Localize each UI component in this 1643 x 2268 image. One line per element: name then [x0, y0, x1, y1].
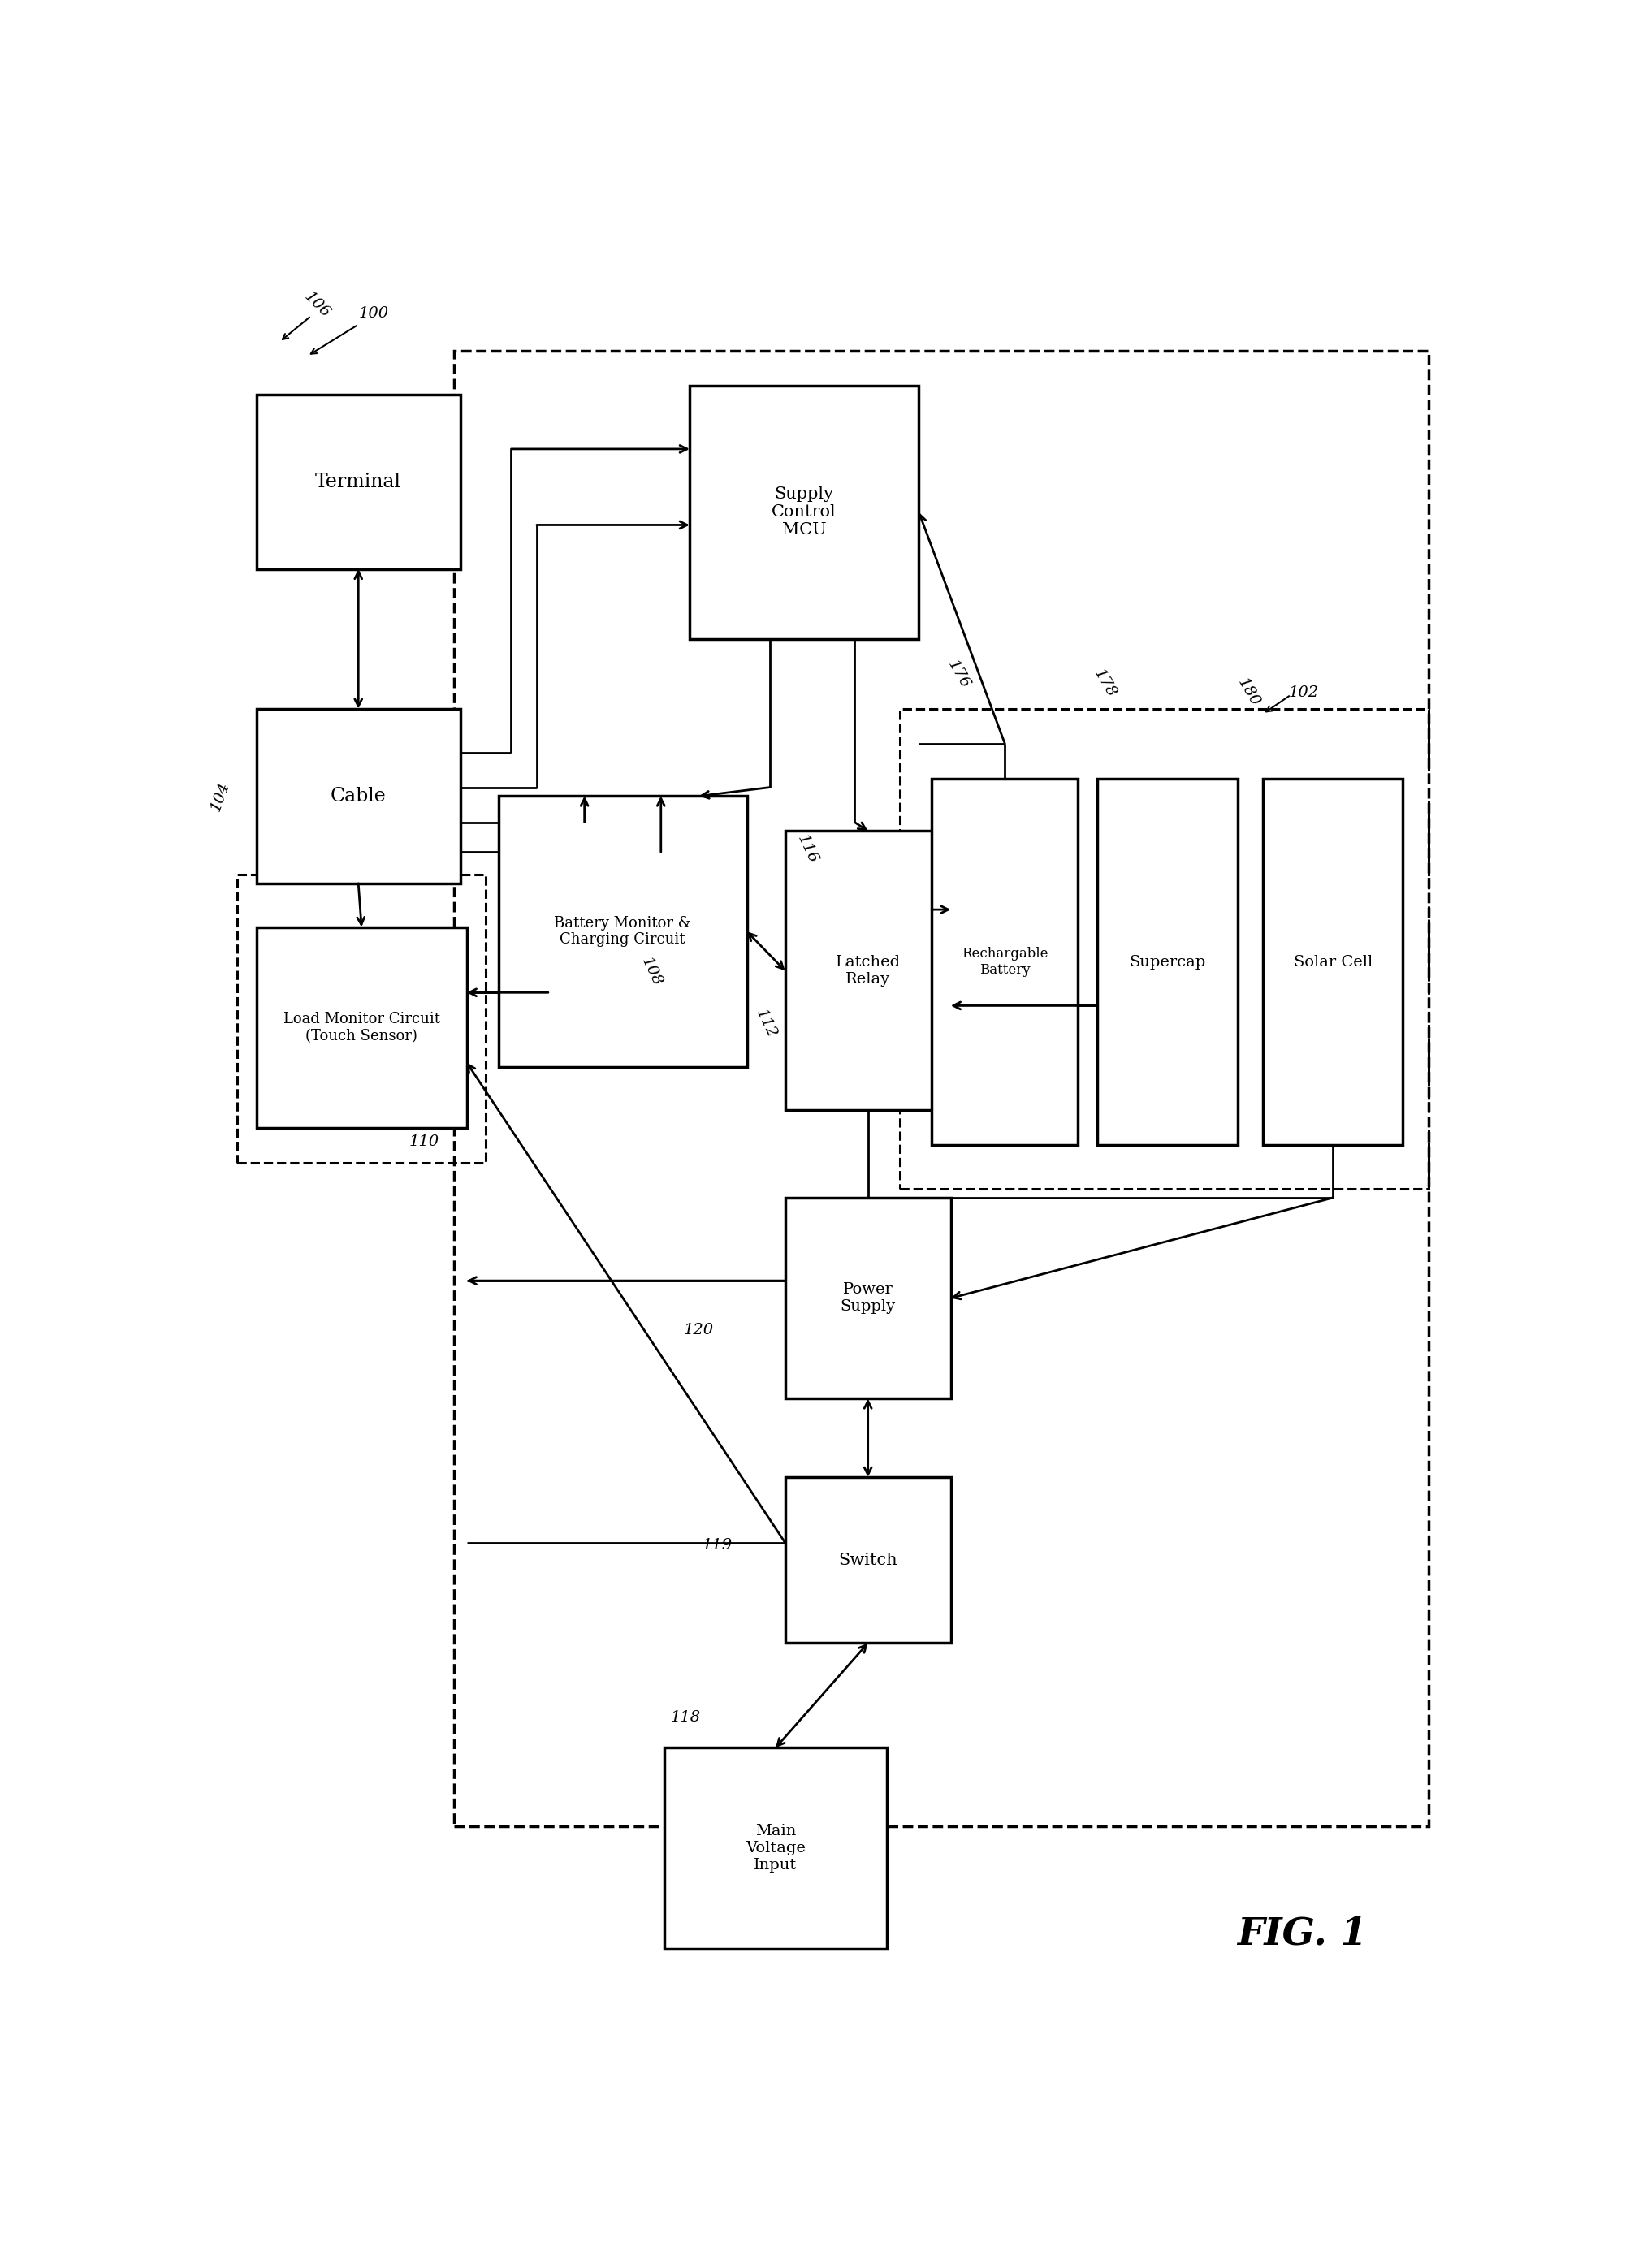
Text: 116: 116 — [794, 832, 820, 866]
Text: Latched
Relay: Latched Relay — [835, 955, 900, 987]
Text: 110: 110 — [409, 1134, 439, 1150]
Text: 176: 176 — [943, 658, 971, 692]
Text: 112: 112 — [752, 1007, 779, 1041]
Text: Battery Monitor &
Charging Circuit: Battery Monitor & Charging Circuit — [554, 916, 690, 948]
Bar — [498, 796, 746, 1066]
Text: Cable: Cable — [330, 787, 386, 805]
Text: 108: 108 — [637, 955, 664, 989]
Bar — [1262, 778, 1403, 1145]
Text: Power
Supply: Power Supply — [840, 1281, 895, 1313]
Text: 120: 120 — [683, 1322, 713, 1338]
Bar — [1098, 778, 1237, 1145]
Text: Main
Voltage
Input: Main Voltage Input — [746, 1823, 805, 1873]
Text: 106: 106 — [301, 290, 332, 322]
Text: 100: 100 — [358, 306, 388, 322]
Text: 119: 119 — [702, 1538, 733, 1551]
Text: 178: 178 — [1091, 667, 1117, 701]
Text: Switch: Switch — [838, 1551, 897, 1567]
Text: Solar Cell: Solar Cell — [1293, 955, 1372, 968]
Bar — [453, 352, 1428, 1826]
Text: Terminal: Terminal — [315, 472, 401, 492]
Text: 180: 180 — [1234, 676, 1262, 708]
Bar — [237, 875, 486, 1163]
Bar — [785, 1476, 950, 1642]
Text: 102: 102 — [1288, 685, 1318, 701]
Bar — [932, 778, 1078, 1145]
Text: FIG. 1: FIG. 1 — [1237, 1914, 1367, 1953]
Bar — [785, 1198, 950, 1399]
Text: Supply
Control
MCU: Supply Control MCU — [772, 488, 836, 538]
Bar — [256, 928, 467, 1127]
Text: Rechargable
Battery: Rechargable Battery — [961, 948, 1048, 978]
Bar — [664, 1749, 887, 1948]
Bar — [690, 386, 918, 640]
Bar — [785, 830, 950, 1111]
Text: Supercap: Supercap — [1129, 955, 1204, 968]
Text: Load Monitor Circuit
(Touch Sensor): Load Monitor Circuit (Touch Sensor) — [283, 1012, 440, 1043]
Bar — [256, 395, 460, 569]
Text: 118: 118 — [670, 1710, 700, 1726]
Bar — [899, 708, 1428, 1188]
Bar — [256, 708, 460, 882]
Text: 104: 104 — [209, 780, 232, 814]
